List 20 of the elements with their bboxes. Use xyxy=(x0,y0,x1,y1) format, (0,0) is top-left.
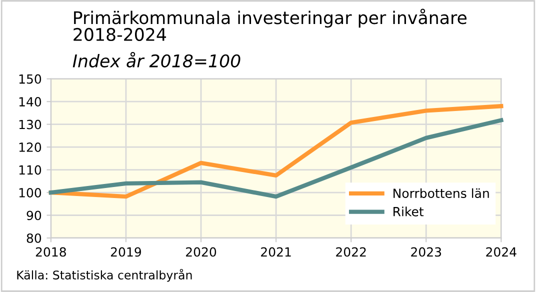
x-tick-label: 2018 xyxy=(36,247,66,257)
x-tick-label: 2020 xyxy=(186,247,216,257)
legend-label: Norrbottens län xyxy=(394,188,489,198)
y-tick-label: 80 xyxy=(26,233,42,243)
chart-title: Primärkommunala investeringar per invånare 2018-2024 xyxy=(74,8,467,42)
y-tick-label: 110 xyxy=(19,165,42,175)
chart-subtitle: Index år 2018=100 xyxy=(72,52,240,68)
legend-label: Riket xyxy=(394,206,424,216)
x-tick-label: 2024 xyxy=(486,247,516,257)
text: Källa: Statistiska centralbyrån xyxy=(17,268,192,282)
x-tick-label: 2022 xyxy=(336,247,366,257)
y-tick-label: 150 xyxy=(19,74,42,84)
y-tick-label: 90 xyxy=(26,210,42,220)
y-tick-label: 120 xyxy=(19,142,42,152)
x-tick-label: 2021 xyxy=(261,247,291,257)
x-tick-label: 2023 xyxy=(411,247,442,257)
x-tick-label: 2019 xyxy=(110,247,141,257)
y-tick-label: 140 xyxy=(19,97,42,106)
y-tick-label: 130 xyxy=(19,120,42,130)
y-tick-label: 100 xyxy=(19,188,42,198)
